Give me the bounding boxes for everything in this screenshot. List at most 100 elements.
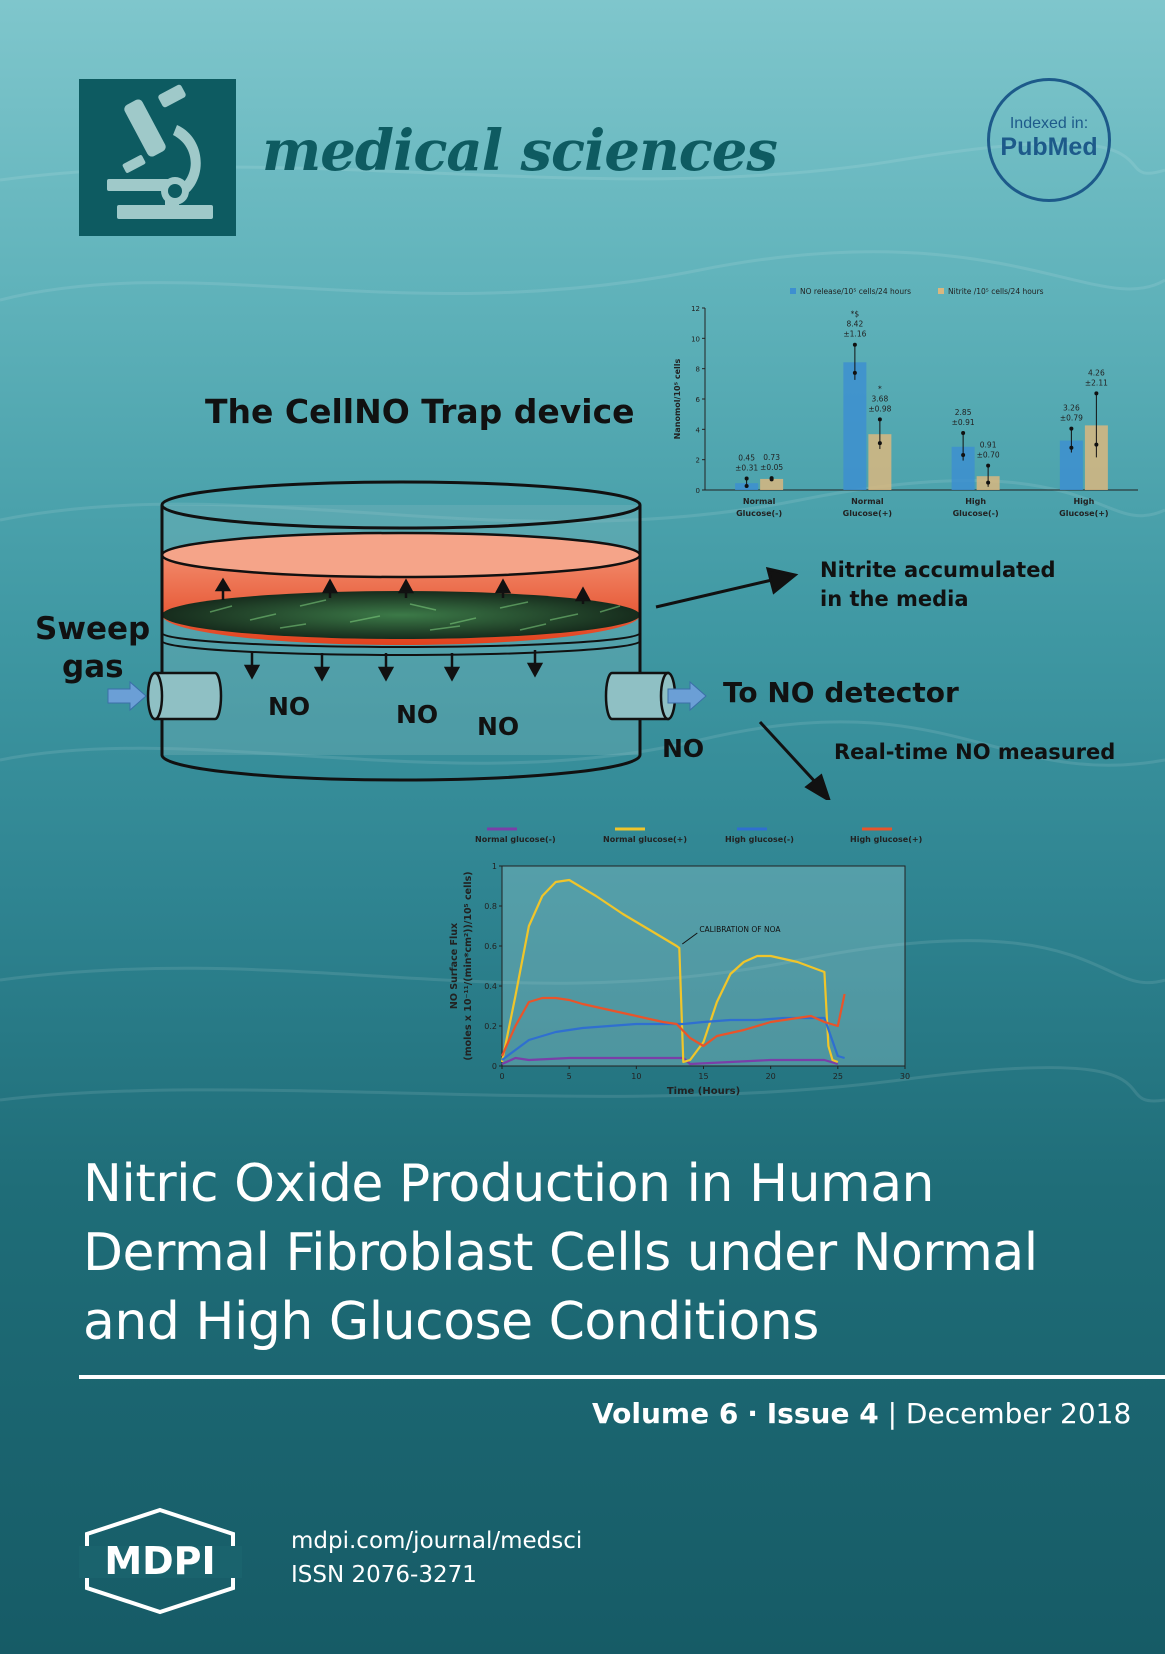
legend-label: NO release/10⁵ cells/24 hours — [800, 287, 911, 296]
gas-ports — [107, 671, 707, 721]
no-label: NO — [662, 734, 705, 763]
pubmed-badge: Indexed in: PubMed — [987, 78, 1111, 202]
legend-label: Normal glucose(+) — [603, 835, 687, 844]
x-tick-label: 10 — [631, 1072, 641, 1081]
bar — [1059, 440, 1083, 490]
nitrite-label: Nitrite accumulated in the media — [820, 556, 1056, 614]
bar — [1084, 425, 1108, 490]
significance-mark: * — [878, 384, 882, 393]
mdpi-wordmark: MDPI — [104, 1539, 215, 1583]
divider — [79, 1375, 1165, 1379]
bar — [951, 446, 975, 490]
value-label: 3.68 — [872, 394, 889, 403]
device-body — [160, 480, 642, 782]
issue-separator: · — [747, 1397, 758, 1430]
nitrite-label-line1: Nitrite accumulated — [820, 558, 1056, 582]
category-label: Normal — [743, 497, 776, 506]
error-label: ±0.79 — [1060, 414, 1083, 423]
annotation-label: CALIBRATION OF NOA — [699, 925, 781, 934]
category-label: High — [965, 497, 986, 506]
x-axis-label: Time (Hours) — [667, 1086, 740, 1097]
error-label: ±2.11 — [1085, 378, 1108, 387]
data-point — [769, 477, 774, 482]
pubmed-indexed-label: Indexed in: — [1009, 115, 1089, 132]
data-point — [1094, 442, 1099, 447]
x-tick-label: 20 — [766, 1072, 776, 1081]
annotation-arrow — [682, 932, 698, 945]
y-tick-label: 10 — [691, 335, 700, 343]
value-label: 8.42 — [847, 320, 864, 329]
y-axis-label: Nanomol/10⁵ cells — [673, 358, 682, 439]
y-tick-label: 4 — [696, 426, 701, 434]
error-cap — [744, 476, 749, 481]
value-label: 3.26 — [1063, 404, 1080, 413]
y-tick-label: 12 — [691, 305, 700, 313]
error-label: ±0.70 — [977, 451, 1000, 460]
series-line — [500, 878, 839, 1064]
value-label: 4.26 — [1088, 368, 1105, 377]
error-cap — [1094, 391, 1099, 396]
y-axis-label: (moles x 10⁻¹¹/(min*cm²))/10⁵ cells) — [463, 871, 474, 1060]
legend-label: High glucose(-) — [725, 835, 794, 844]
pubmed-name: PubMed — [1000, 133, 1098, 161]
no-label: NO — [477, 712, 520, 741]
y-tick-label: 0.8 — [484, 902, 497, 911]
category-label: Glucose(-) — [736, 509, 782, 518]
issn: ISSN 2076-3271 — [291, 1562, 477, 1588]
downward-arrows — [243, 650, 544, 682]
x-tick-label: 30 — [900, 1072, 910, 1081]
sweep-gas-line1: Sweep — [35, 611, 151, 647]
y-tick-label: 1 — [492, 862, 497, 871]
cellno-trap-device — [107, 480, 831, 800]
issue-bar: | — [887, 1397, 898, 1430]
legend-label: Nitrite /10⁵ cells/24 hours — [948, 287, 1044, 296]
no-label: NO — [396, 700, 439, 729]
y-tick-label: 2 — [696, 457, 700, 465]
y-tick-label: 8 — [696, 366, 700, 374]
upward-arrows — [214, 577, 592, 604]
y-tick-label: 0.4 — [484, 982, 497, 991]
significance-mark: *$ — [851, 310, 860, 319]
legend-label: High glucose(+) — [850, 835, 922, 844]
data-point — [877, 441, 882, 446]
data-point — [986, 480, 991, 485]
error-cap — [986, 463, 991, 468]
realtime-label: Real-time NO measured — [834, 740, 1116, 764]
error-label: ±0.05 — [760, 463, 783, 472]
y-tick-label: 0.2 — [484, 1022, 497, 1031]
value-label: 2.85 — [955, 408, 972, 417]
category-label: Normal — [851, 497, 884, 506]
category-label: Glucose(+) — [843, 509, 892, 518]
error-cap — [877, 417, 882, 422]
y-axis-label: NO Surface Flux — [449, 923, 460, 1009]
device-title: The CellNO Trap device — [205, 392, 635, 431]
error-cap — [961, 430, 966, 435]
issue-number: Issue 4 — [766, 1397, 879, 1430]
journal-title: medical sciences — [262, 118, 778, 184]
error-cap — [852, 342, 857, 347]
data-point — [961, 453, 966, 458]
journal-url: mdpi.com/journal/medsci — [291, 1528, 583, 1554]
value-label: 0.45 — [738, 453, 755, 462]
x-tick-label: 15 — [698, 1072, 708, 1081]
mdpi-logo: MDPI — [79, 1506, 242, 1616]
y-tick-label: 6 — [696, 396, 701, 404]
pointer-arrows — [655, 567, 831, 800]
error-label: ±0.98 — [868, 404, 891, 413]
legend-label: Normal glucose(-) — [475, 835, 556, 844]
error-label: ±0.31 — [735, 463, 758, 472]
value-label: 0.91 — [980, 441, 997, 450]
sweep-gas-label: Sweep gas — [35, 610, 150, 686]
no-label: NO — [268, 692, 311, 721]
issue-date: December 2018 — [905, 1397, 1132, 1430]
journal-logo — [79, 79, 236, 236]
nitrite-label-line2: in the media — [820, 587, 969, 611]
error-cap — [1069, 426, 1074, 431]
y-tick-label: 0 — [492, 1062, 497, 1071]
x-tick-label: 5 — [567, 1072, 572, 1081]
microscope-icon — [107, 84, 213, 219]
bar-chart: 0 2 4 6 8 10 12 Nanomol/10⁵ cells NO release/10⁵… — [673, 287, 1138, 518]
x-tick-label: 25 — [833, 1072, 843, 1081]
